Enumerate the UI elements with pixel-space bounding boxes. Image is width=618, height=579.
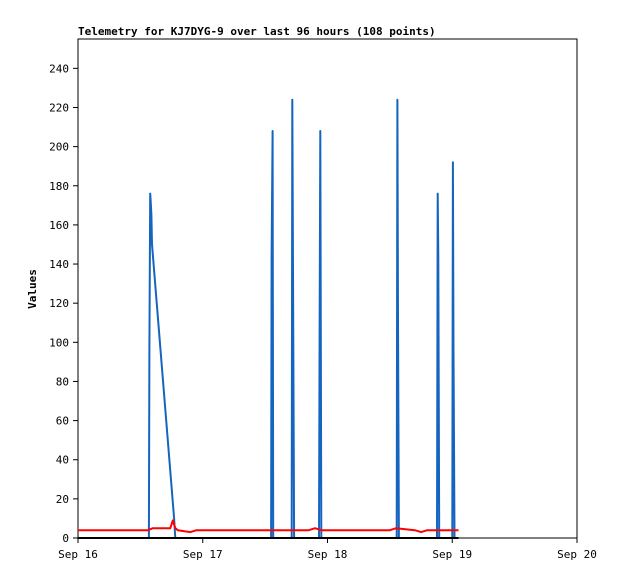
y-tick-label: 80 — [56, 375, 69, 388]
series-layer — [78, 98, 459, 539]
y-tick-label: 140 — [49, 258, 69, 271]
y-tick-label: 20 — [56, 493, 69, 506]
chart-title: Telemetry for KJ7DYG-9 over last 96 hour… — [78, 25, 436, 38]
x-tick-label: Sep 18 — [308, 548, 348, 561]
y-tick-label: 160 — [49, 219, 69, 232]
series-line-0 — [147, 98, 456, 539]
y-tick-label: 100 — [49, 336, 69, 349]
y-tick-label: 120 — [49, 297, 69, 310]
series-line-1 — [78, 519, 459, 534]
y-tick-label: 40 — [56, 454, 69, 467]
x-tick-label: Sep 19 — [432, 548, 472, 561]
y-axis: 0 20 40 60 80 100 120 140 160 180 200 220 240 — [49, 62, 78, 545]
y-tick-label: 220 — [49, 101, 69, 114]
y-axis-title: Values — [26, 269, 39, 309]
plot-frame — [77, 38, 578, 539]
x-axis: Sep 16 Sep 17 Sep 18 Sep 19 Sep 20 — [58, 538, 597, 561]
x-tick-label: Sep 16 — [58, 548, 98, 561]
y-tick-label: 180 — [49, 180, 69, 193]
y-tick-label: 60 — [56, 415, 69, 428]
y-tick-label: 0 — [62, 532, 69, 545]
y-tick-label: 200 — [49, 141, 69, 154]
y-tick-label: 240 — [49, 62, 69, 75]
x-tick-label: Sep 20 — [557, 548, 597, 561]
x-tick-label: Sep 17 — [183, 548, 223, 561]
